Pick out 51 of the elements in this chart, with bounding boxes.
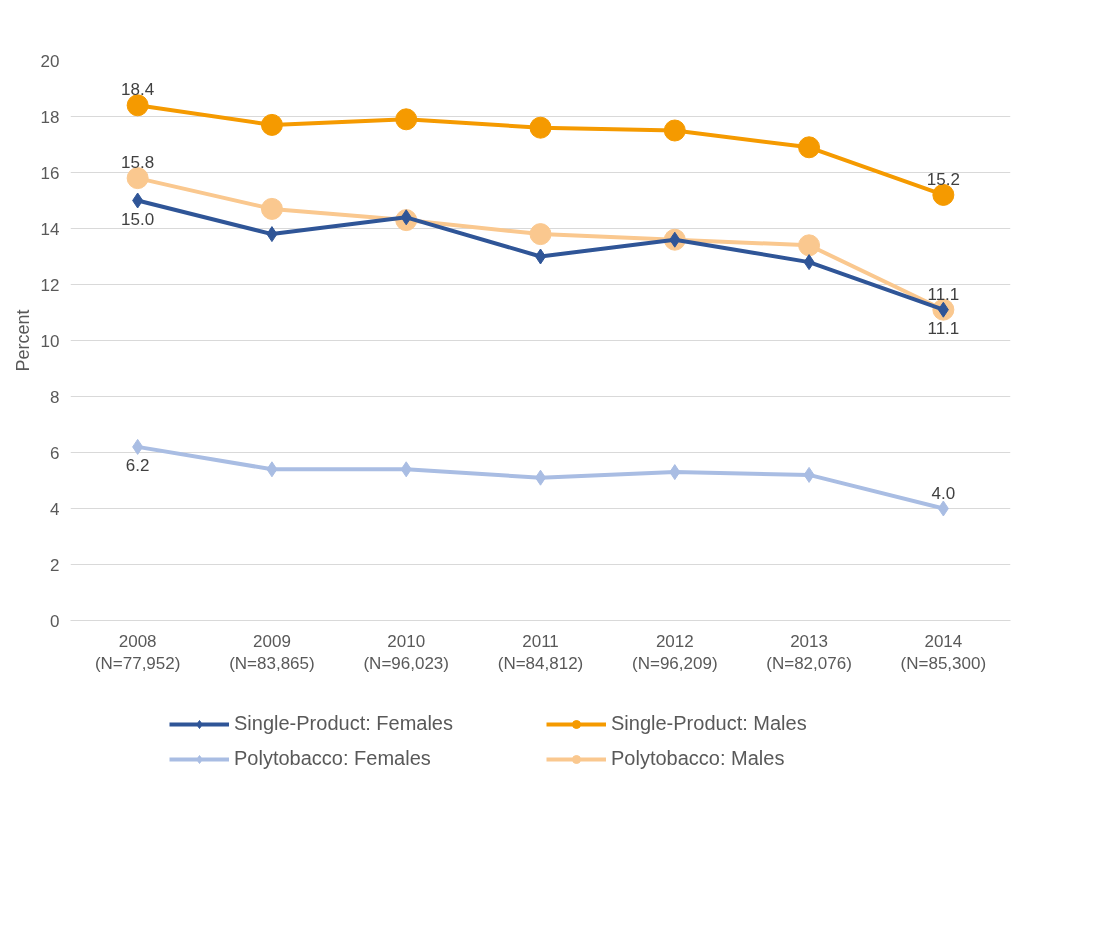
point — [260, 197, 283, 220]
legend-label: Single-Product: Males — [611, 712, 808, 735]
point — [400, 461, 412, 478]
y-tick-label: 8 — [50, 387, 60, 407]
data-label: 18.4 — [121, 80, 155, 100]
y-tick-label: 16 — [40, 163, 60, 183]
point — [132, 192, 144, 209]
point — [932, 183, 955, 206]
legend-label: Polytobacco: Females — [234, 747, 432, 770]
x-tick-label: 2009 (N=83,865) — [229, 631, 315, 674]
point — [126, 167, 149, 190]
data-label: 15.0 — [121, 209, 155, 229]
x-tick-label: 2014 (N=85,300) — [900, 631, 987, 674]
legend-label: Polytobacco: Males — [611, 747, 786, 770]
point — [529, 116, 552, 139]
y-tick-label: 6 — [50, 443, 60, 463]
data-label: 11.1 — [927, 318, 960, 338]
y-tick-label: 4 — [50, 499, 60, 519]
x-tick-label: 2012 (N=96,209) — [632, 631, 718, 674]
point — [132, 438, 144, 455]
y-tick-label: 2 — [50, 555, 60, 575]
point — [937, 500, 949, 517]
point — [798, 136, 821, 159]
y-tick-label: 20 — [40, 51, 60, 71]
point — [260, 113, 283, 136]
y-tick-label: 10 — [40, 331, 60, 351]
point — [395, 108, 418, 131]
x-tick-label: 2008 (N=77,952) — [94, 631, 181, 674]
point — [663, 119, 686, 142]
legend-label: Single-Product: Females — [234, 712, 454, 735]
x-tick-label: 2010 (N=96,023) — [363, 631, 449, 674]
point — [803, 466, 815, 483]
y-tick-label: 14 — [40, 219, 60, 239]
point — [669, 464, 681, 481]
point — [798, 234, 821, 257]
data-label: 11.1 — [927, 284, 960, 304]
point — [266, 461, 278, 478]
point — [266, 226, 278, 243]
x-tick-label: 2013 (N=82,076) — [766, 631, 852, 674]
data-label: 6.2 — [125, 455, 150, 475]
data-label: 15.8 — [121, 153, 155, 173]
y-tick-label: 18 — [40, 107, 60, 127]
point — [126, 94, 149, 117]
point — [803, 254, 815, 271]
x-tick-label: 2011 (N=84,812) — [497, 631, 584, 674]
y-axis-title: Percent — [12, 309, 33, 372]
data-label: 15.2 — [926, 169, 960, 189]
y-tick-label: 0 — [50, 611, 60, 631]
data-label: 4.0 — [931, 483, 956, 503]
y-tick-label: 12 — [40, 275, 60, 295]
point — [529, 223, 552, 246]
